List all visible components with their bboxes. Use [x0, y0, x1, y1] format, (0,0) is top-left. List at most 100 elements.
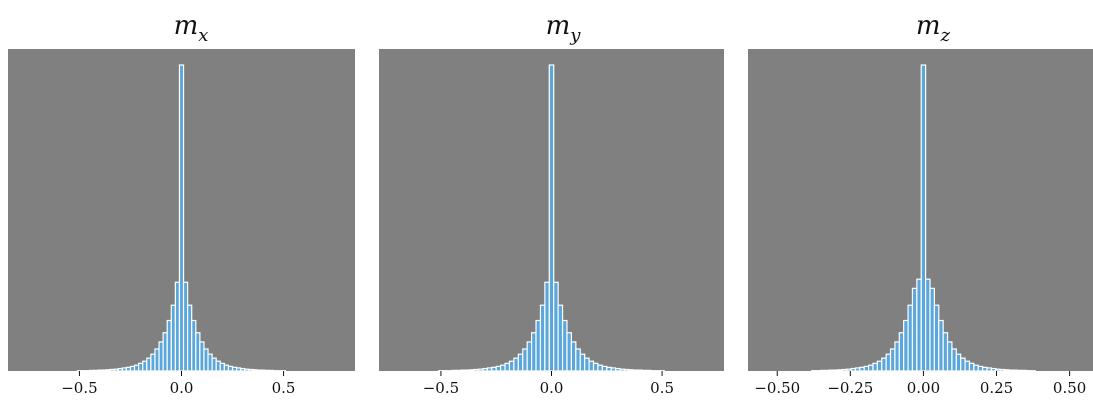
panel-title-mz: mz: [916, 11, 951, 46]
bar-my-31: [575, 348, 581, 372]
bar-mz-38: [977, 365, 984, 372]
bar-mz-22: [907, 304, 914, 372]
bar-mx-30: [199, 341, 205, 372]
bar-mx-16: [142, 360, 148, 372]
x-axis-mz: −0.50 −0.25 0.00 0.25 0.50: [754, 371, 1086, 397]
bar-my-19: [522, 348, 528, 372]
bar-my-8: [473, 368, 480, 372]
bar-mz-17: [885, 353, 892, 372]
bar-my-47: [645, 369, 652, 372]
bar-mz-45: [1008, 369, 1014, 372]
bar-my-10: [482, 367, 488, 372]
bar-mx-29: [195, 332, 201, 372]
bar-my-18: [517, 353, 524, 372]
x-tick-label: 0.5: [650, 379, 674, 397]
bar-mx-35: [219, 362, 225, 372]
bar-my-38: [606, 366, 612, 372]
bar-mz-13: [867, 364, 874, 372]
bar-mz-6: [837, 369, 843, 372]
x-axis-mx: −0.5 0.0 0.5: [61, 371, 295, 397]
bar-mx-47: [268, 369, 274, 372]
bar-mz-18: [889, 348, 896, 372]
histogram-panel-mx: mx −0.5 0.0 0.5: [8, 11, 355, 397]
x-tick-label: 0.0: [170, 379, 194, 397]
bar-mz-26: [925, 278, 931, 372]
bar-mx-11: [121, 367, 127, 372]
bar-mz-25: [920, 64, 927, 372]
bar-mx-44: [256, 369, 262, 372]
bar-my-46: [641, 369, 648, 372]
bar-mz-48: [1021, 369, 1028, 372]
bar-mx-7: [105, 369, 111, 372]
panel-title-mx: mx: [174, 11, 209, 46]
title-base: m: [916, 11, 941, 41]
title-base: m: [546, 11, 571, 41]
bar-mx-42: [248, 368, 254, 372]
bar-my-42: [623, 368, 630, 372]
bar-my-34: [588, 360, 595, 372]
bar-my-29: [566, 332, 572, 372]
bar-mx-21: [162, 332, 168, 372]
bar-mx-45: [260, 369, 266, 372]
bar-my-32: [579, 353, 586, 372]
bar-mx-19: [154, 348, 160, 372]
bar-mz-33: [955, 353, 962, 372]
bar-mz-43: [999, 368, 1006, 372]
bar-mz-31: [946, 341, 953, 372]
bars-my: [438, 64, 665, 372]
bar-my-36: [597, 364, 603, 372]
bar-mx-43: [252, 369, 258, 372]
bar-mz-41: [990, 367, 997, 372]
bar-mx-18: [150, 353, 156, 372]
bar-my-7: [469, 369, 475, 372]
title-sub: z: [940, 25, 951, 46]
title-base: m: [174, 11, 199, 41]
bar-mz-36: [968, 362, 975, 372]
bar-mz-35: [964, 360, 971, 372]
bar-mz-34: [960, 357, 966, 372]
bar-my-6: [464, 369, 471, 372]
bar-my-44: [632, 369, 639, 372]
bar-mx-36: [223, 364, 230, 372]
bar-my-4: [455, 369, 462, 372]
bar-my-37: [601, 365, 608, 372]
bar-my-27: [557, 304, 564, 372]
x-tick-label: −0.5: [61, 379, 97, 397]
x-tick-label: 0.25: [980, 379, 1013, 397]
bar-my-14: [500, 364, 506, 372]
bar-mx-23: [170, 304, 176, 372]
bar-mx-24: [174, 281, 181, 372]
bar-my-25: [548, 64, 555, 372]
bar-mx-10: [117, 367, 123, 372]
bar-my-21: [530, 332, 537, 372]
bar-my-5: [460, 369, 466, 372]
bar-mz-10: [854, 367, 861, 372]
bar-mx-40: [240, 367, 246, 372]
bar-my-11: [486, 367, 493, 372]
bar-mz-23: [911, 287, 918, 372]
bar-my-16: [508, 360, 515, 372]
bar-mx-8: [109, 368, 115, 372]
bar-mz-39: [982, 366, 988, 372]
bar-my-22: [535, 319, 542, 372]
bar-mz-4: [828, 369, 835, 372]
bar-my-3: [451, 369, 458, 372]
bar-mz-29: [938, 319, 944, 372]
bar-my-40: [615, 367, 621, 372]
bar-my-15: [504, 362, 511, 372]
bar-mx-14: [133, 364, 140, 372]
bar-mz-11: [859, 366, 865, 372]
bar-mx-9: [113, 368, 119, 372]
bar-mz-19: [894, 341, 900, 372]
x-axis-my: −0.5 0.0 0.5: [423, 371, 674, 397]
bar-mx-32: [207, 353, 213, 372]
bar-mz-20: [898, 332, 905, 372]
x-tick-label: 0.50: [1053, 379, 1086, 397]
bar-mz-5: [832, 369, 839, 372]
bar-my-23: [539, 304, 546, 372]
title-sub: y: [569, 25, 581, 46]
bar-my-17: [513, 357, 519, 372]
bar-mx-46: [264, 369, 270, 372]
x-tick-label: −0.50: [754, 379, 800, 397]
bar-mz-37: [973, 364, 979, 372]
